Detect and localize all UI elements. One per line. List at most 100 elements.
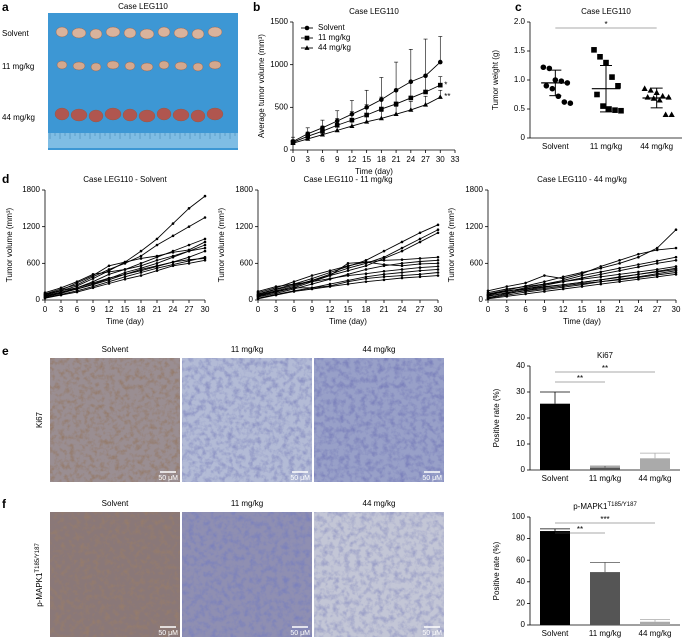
marker	[594, 91, 600, 98]
marker	[393, 111, 399, 116]
x-tick-label: 0	[256, 305, 261, 314]
marker	[655, 259, 659, 263]
x-tick-label: 18	[137, 305, 146, 314]
x-axis-label: Time (day)	[329, 317, 367, 326]
y-axis-label: Tumor volume (mm³)	[447, 207, 456, 282]
marker	[505, 295, 509, 298]
marker	[408, 95, 414, 101]
marker	[75, 290, 79, 294]
marker	[304, 45, 310, 50]
row-label-main: p-MAPK1	[35, 572, 44, 607]
marker	[203, 240, 207, 244]
marker	[346, 282, 350, 286]
y-tick-label: 1500	[270, 17, 288, 26]
marker	[155, 266, 159, 270]
scale-bar-label: 50 μM	[422, 475, 442, 482]
x-axis-label: Time (day)	[563, 317, 601, 326]
tumor	[123, 27, 137, 39]
marker	[187, 258, 191, 261]
marker	[486, 291, 490, 294]
row-label: Solvent	[2, 29, 29, 38]
marker	[123, 271, 127, 274]
marker	[59, 289, 63, 293]
x-tick-label: 27	[416, 305, 425, 314]
column-label: 44 mg/kg	[363, 345, 396, 354]
marker	[655, 248, 659, 252]
y-tick-label: 0	[249, 295, 254, 304]
x-tick-label: 3	[59, 305, 64, 314]
marker	[637, 255, 640, 259]
marker	[155, 254, 159, 258]
marker	[379, 106, 384, 112]
marker	[274, 285, 278, 288]
marker	[203, 216, 207, 219]
marker	[364, 277, 368, 280]
marker	[418, 266, 422, 269]
marker	[310, 282, 314, 286]
y-tick-label: 60	[516, 555, 525, 564]
marker	[290, 140, 296, 146]
tumor	[191, 28, 205, 40]
y-tick-label: 1200	[22, 222, 40, 231]
marker	[139, 264, 143, 268]
y-tick-label: 0	[36, 295, 41, 304]
marker	[599, 273, 603, 276]
marker	[674, 271, 678, 274]
x-tick-label: 21	[380, 305, 389, 314]
marker	[203, 257, 207, 260]
y-tick-label: 0	[479, 295, 484, 304]
marker	[171, 260, 175, 264]
marker	[274, 288, 278, 291]
x-tick-label: 15	[362, 155, 371, 164]
x-tick-label: Solvent	[542, 474, 569, 483]
marker	[418, 269, 422, 272]
marker	[310, 287, 314, 291]
marker	[346, 274, 350, 277]
marker	[597, 54, 603, 60]
bar	[590, 467, 620, 470]
marker	[561, 284, 565, 288]
x-tick-label: 27	[421, 155, 430, 164]
chart-title-sup: T185/Y187	[607, 502, 637, 508]
marker	[674, 273, 678, 276]
chart-title-main: Case LEG110 - 11 mg/kg	[303, 175, 392, 184]
x-tick-label: 3	[505, 305, 510, 314]
x-tick-label: 6	[320, 155, 325, 164]
marker	[123, 275, 127, 279]
x-tick-label: 15	[578, 305, 587, 314]
marker	[171, 264, 175, 268]
marker	[364, 112, 369, 118]
marker	[603, 59, 609, 66]
x-tick-label: 18	[596, 305, 605, 314]
marker	[618, 262, 621, 265]
marker	[310, 280, 314, 283]
y-tick-label: 20	[516, 413, 525, 422]
marker	[319, 131, 325, 137]
x-tick-label: 21	[615, 305, 624, 314]
x-tick-label: 11 mg/kg	[590, 142, 622, 151]
panel-letter: c	[515, 0, 522, 14]
marker	[505, 291, 509, 295]
marker	[505, 287, 509, 291]
x-tick-label: 44 mg/kg	[640, 142, 673, 151]
marker	[524, 292, 527, 296]
marker	[364, 272, 368, 276]
marker	[524, 281, 527, 285]
marker	[618, 266, 621, 270]
marker	[543, 83, 550, 89]
marker	[567, 100, 574, 106]
marker	[637, 276, 640, 279]
marker	[436, 271, 440, 274]
chart-title: Case LEG110 - 44 mg/kg	[537, 175, 627, 184]
legend-label: Solvent	[318, 23, 345, 32]
marker	[292, 286, 296, 290]
marker	[139, 257, 143, 260]
tumor	[54, 107, 70, 121]
x-tick-label: 15	[121, 305, 130, 314]
y-tick-label: 10	[516, 439, 525, 448]
marker	[292, 282, 296, 286]
histology-photo	[50, 512, 444, 637]
marker	[637, 273, 640, 276]
chart-title: Case LEG110 - Solvent	[83, 175, 167, 184]
